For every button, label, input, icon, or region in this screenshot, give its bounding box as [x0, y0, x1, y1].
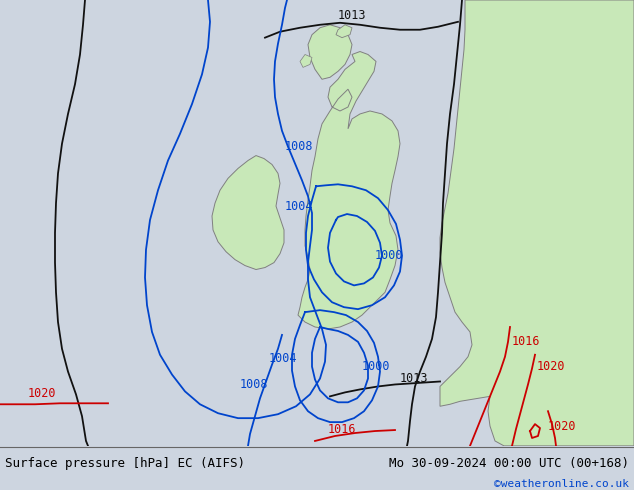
- Text: 1013: 1013: [338, 9, 366, 22]
- Text: 1016: 1016: [512, 335, 541, 348]
- Text: 1008: 1008: [240, 378, 268, 391]
- Text: 1004: 1004: [269, 352, 297, 365]
- Polygon shape: [308, 25, 352, 79]
- Polygon shape: [490, 0, 634, 446]
- Text: ©weatheronline.co.uk: ©weatheronline.co.uk: [494, 479, 629, 489]
- Text: Mo 30-09-2024 00:00 UTC (00+168): Mo 30-09-2024 00:00 UTC (00+168): [389, 457, 629, 469]
- Text: 1000: 1000: [375, 249, 403, 262]
- Text: 1020: 1020: [28, 387, 56, 400]
- Polygon shape: [440, 0, 634, 446]
- Text: 1008: 1008: [285, 140, 313, 153]
- Text: 1016: 1016: [328, 423, 356, 436]
- Text: 1020: 1020: [537, 360, 566, 373]
- Polygon shape: [298, 51, 400, 329]
- Text: 1020: 1020: [548, 419, 576, 433]
- Text: Surface pressure [hPa] EC (AIFS): Surface pressure [hPa] EC (AIFS): [5, 457, 245, 469]
- Polygon shape: [212, 155, 284, 270]
- Text: 1000: 1000: [362, 360, 391, 373]
- Polygon shape: [336, 25, 352, 38]
- Text: 1013: 1013: [400, 372, 429, 386]
- Text: 1004: 1004: [285, 199, 313, 213]
- Polygon shape: [300, 54, 312, 68]
